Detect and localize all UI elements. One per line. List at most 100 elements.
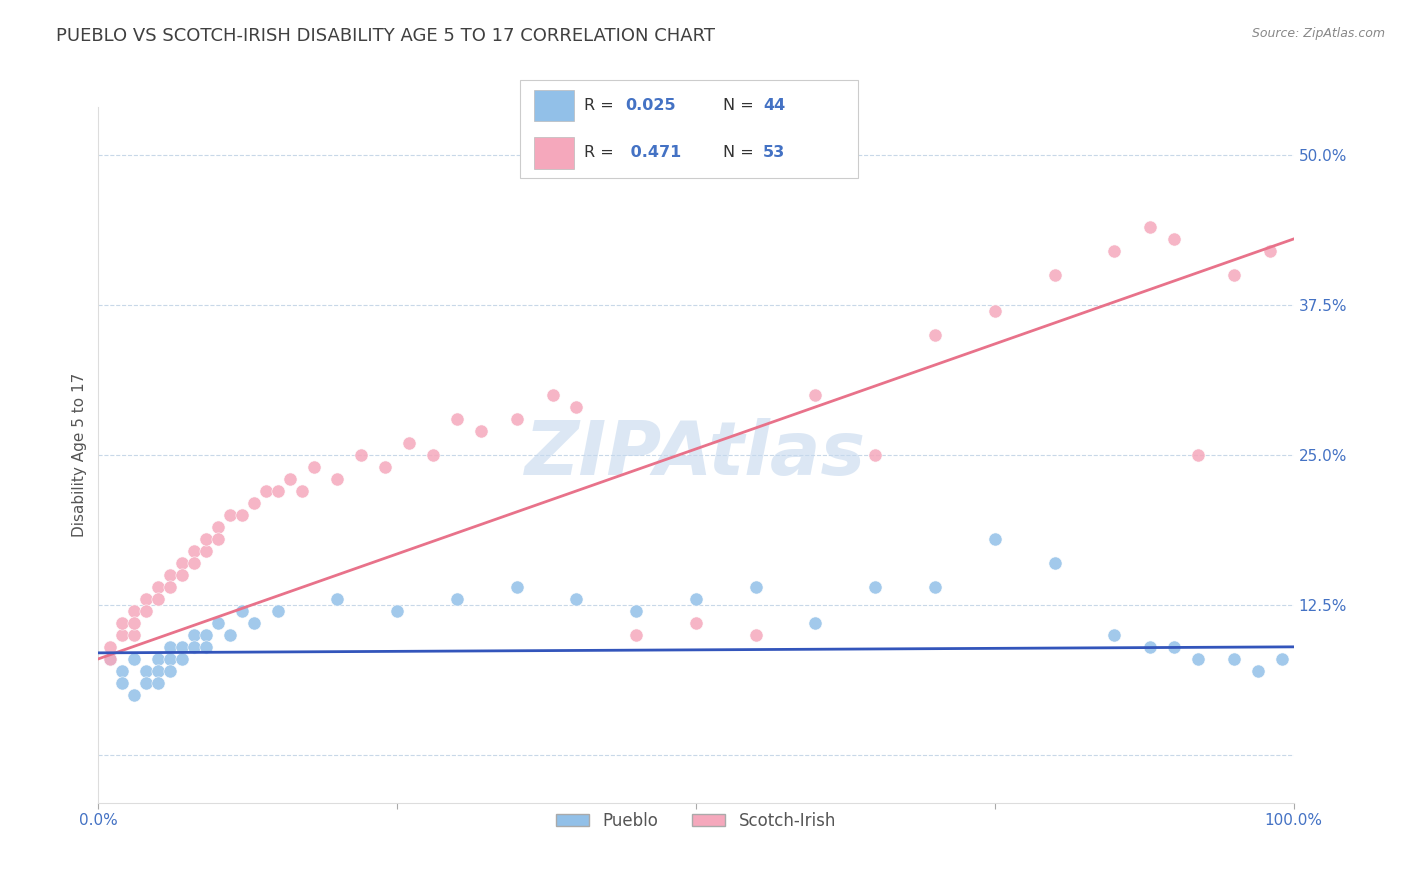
Point (626, 628, 648, 642)
Text: PUEBLO VS SCOTCH-IRISH DISABILITY AGE 5 TO 17 CORRELATION CHART: PUEBLO VS SCOTCH-IRISH DISABILITY AGE 5 … (56, 27, 716, 45)
Text: R =: R = (585, 145, 619, 161)
Point (124, 652, 146, 666)
Point (924, 580, 946, 594)
Point (159, 664, 181, 678)
Point (1104, 244, 1126, 258)
Point (1247, 664, 1270, 678)
Point (159, 567, 181, 582)
Point (195, 544, 218, 558)
Point (267, 483, 290, 498)
Text: N =: N = (723, 145, 759, 161)
Point (98, 640, 122, 654)
Point (804, 615, 827, 630)
Point (195, 628, 218, 642)
Point (1043, 556, 1066, 570)
Point (1187, 448, 1209, 462)
FancyBboxPatch shape (534, 90, 574, 121)
Point (135, 664, 157, 678)
Text: R =: R = (585, 98, 619, 113)
Point (98, 652, 122, 666)
Legend: Pueblo, Scotch-Irish: Pueblo, Scotch-Irish (550, 805, 842, 836)
Text: ZIPAtlas: ZIPAtlas (526, 418, 866, 491)
Point (626, 604, 648, 618)
Point (172, 640, 194, 654)
Point (984, 532, 1007, 546)
Point (745, 580, 768, 594)
Point (231, 604, 253, 618)
Point (541, 388, 564, 402)
Point (1043, 268, 1066, 282)
Text: Source: ZipAtlas.com: Source: ZipAtlas.com (1251, 27, 1385, 40)
Y-axis label: Disability Age 5 to 17: Disability Age 5 to 17 (72, 373, 87, 537)
Point (326, 591, 349, 606)
Point (207, 520, 229, 534)
Text: 44: 44 (763, 98, 786, 113)
Point (446, 591, 468, 606)
Point (1104, 628, 1126, 642)
Point (124, 688, 146, 702)
Point (207, 615, 229, 630)
Point (267, 604, 290, 618)
Text: 0.471: 0.471 (624, 145, 681, 161)
Point (159, 580, 181, 594)
Point (148, 676, 170, 690)
Point (195, 640, 218, 654)
Point (984, 304, 1007, 318)
FancyBboxPatch shape (534, 137, 574, 169)
Point (183, 628, 205, 642)
Point (1223, 268, 1246, 282)
Point (470, 424, 492, 438)
Point (385, 604, 409, 618)
Point (350, 448, 373, 462)
Point (219, 628, 242, 642)
Point (326, 472, 349, 486)
Point (135, 604, 157, 618)
Point (124, 628, 146, 642)
Point (865, 580, 887, 594)
Point (148, 664, 170, 678)
Point (183, 544, 205, 558)
FancyBboxPatch shape (520, 80, 858, 178)
Point (148, 591, 170, 606)
Point (231, 508, 253, 522)
Point (195, 532, 218, 546)
Point (398, 436, 420, 450)
Point (124, 604, 146, 618)
Point (111, 664, 134, 678)
Point (111, 615, 134, 630)
Point (111, 676, 134, 690)
Point (254, 483, 277, 498)
Text: 53: 53 (763, 145, 786, 161)
Point (172, 556, 194, 570)
Point (1271, 652, 1294, 666)
Point (243, 496, 266, 510)
Point (924, 328, 946, 343)
Point (135, 676, 157, 690)
Point (506, 412, 529, 426)
Point (1223, 652, 1246, 666)
Point (1163, 232, 1185, 246)
Point (685, 591, 707, 606)
Point (111, 628, 134, 642)
Text: N =: N = (723, 98, 759, 113)
Point (183, 556, 205, 570)
Point (374, 459, 396, 474)
Point (302, 459, 325, 474)
Point (98, 652, 122, 666)
Text: 0.025: 0.025 (624, 98, 675, 113)
Point (1258, 244, 1281, 258)
Point (159, 640, 181, 654)
Point (219, 508, 242, 522)
Point (565, 400, 588, 414)
Point (291, 483, 314, 498)
Point (1139, 640, 1161, 654)
Point (685, 615, 707, 630)
Point (865, 448, 887, 462)
Point (446, 412, 468, 426)
Point (745, 628, 768, 642)
Point (207, 532, 229, 546)
Point (243, 615, 266, 630)
Point (172, 567, 194, 582)
Point (172, 652, 194, 666)
Point (422, 448, 444, 462)
